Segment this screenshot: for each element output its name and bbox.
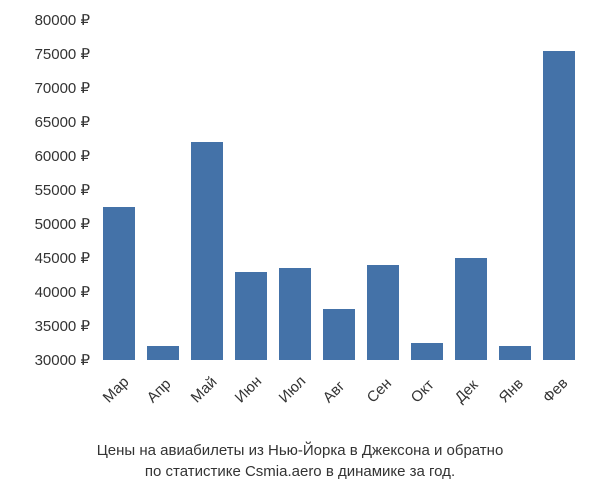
bar — [499, 346, 531, 360]
bar — [279, 268, 311, 360]
y-tick-label: 40000 ₽ — [0, 283, 90, 301]
caption-line-2: по статистике Csmia.aero в динамике за г… — [145, 463, 455, 480]
y-tick-label: 60000 ₽ — [0, 147, 90, 165]
bar — [235, 272, 267, 360]
y-tick-label: 45000 ₽ — [0, 249, 90, 267]
plot-area — [95, 20, 580, 360]
bar — [103, 207, 135, 360]
bar — [191, 142, 223, 360]
y-axis: 30000 ₽35000 ₽40000 ₽45000 ₽50000 ₽55000… — [0, 20, 90, 360]
caption-line-1: Цены на авиабилеты из Нью-Йорка в Джексо… — [97, 442, 504, 459]
bar — [147, 346, 179, 360]
bar — [411, 343, 443, 360]
bar — [367, 265, 399, 360]
y-tick-label: 35000 ₽ — [0, 317, 90, 335]
y-tick-label: 50000 ₽ — [0, 215, 90, 233]
price-chart: 30000 ₽ 35000 ₽ 40000 ₽ 45000 ₽ 50000 ₽ 55000… — [0, 10, 600, 500]
bar — [323, 309, 355, 360]
y-tick-label: 65000 ₽ — [0, 113, 90, 131]
bars-container — [95, 20, 580, 360]
y-tick-label: 70000 ₽ — [0, 79, 90, 97]
y-tick-label: 30000 ₽ — [0, 351, 90, 369]
y-tick-label: 80000 ₽ — [0, 11, 90, 29]
bar — [455, 258, 487, 360]
y-tick-label: 75000 ₽ — [0, 45, 90, 63]
x-axis: МарАпрМайИюнИюлАвгСенОктДекЯнвФев — [95, 365, 580, 435]
chart-caption: Цены на авиабилеты из Нью-Йорка в Джексо… — [0, 440, 600, 482]
bar — [543, 51, 575, 360]
y-tick-label: 55000 ₽ — [0, 181, 90, 199]
